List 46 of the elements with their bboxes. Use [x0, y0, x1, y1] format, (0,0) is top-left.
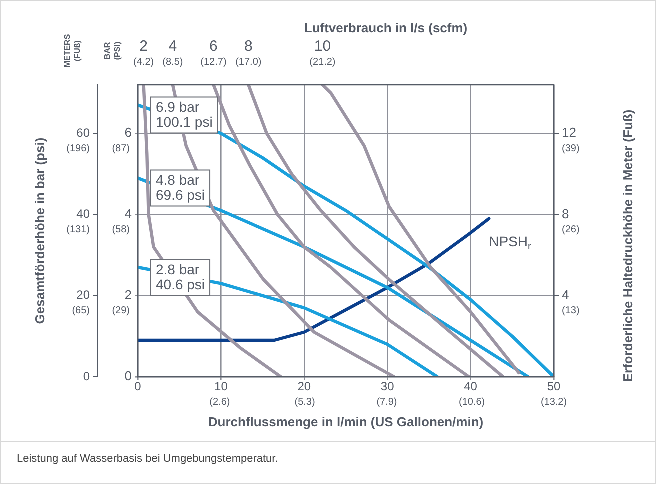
y-tick-label: 4 [124, 206, 132, 222]
y2-tick-label: 4 [562, 287, 570, 302]
text: (13) [562, 306, 580, 317]
x-tick-label: 30 [380, 380, 395, 394]
text: (87) [112, 143, 130, 154]
y3-tick-label: 20 [76, 288, 90, 302]
x-tick-label: 40 [464, 380, 478, 394]
x-axis-title: Durchflussmenge in l/min (US Gallonen/min) [208, 414, 484, 430]
x-tick-label: 50 [547, 380, 561, 394]
y3-tick-label: 60 [76, 126, 90, 140]
series-label: 4.8 bar 69.6 psi [156, 172, 206, 204]
text: (29) [112, 306, 130, 317]
series-label: 8 (17.0) [236, 38, 262, 68]
y-tick-label: 6 [124, 125, 132, 140]
x2-tick-label: (13.2) [540, 396, 568, 408]
y2-tick-label: 12 [562, 125, 576, 140]
text: (196) [66, 143, 90, 154]
x-tick-label: 10 [214, 380, 228, 394]
x-tick-label: 0 [134, 380, 142, 394]
text: (39) [562, 143, 580, 154]
series-label: 10 (21.2) [310, 38, 336, 68]
x2-tick-label: (10.6) [459, 396, 486, 408]
x-tick-label: 20 [298, 380, 312, 394]
series-label: 4 (8.5) [162, 38, 184, 68]
x2-tick-label: (2.6) [210, 396, 230, 408]
y-axis-title: Gesamtförderhöhe in bar (psi) [32, 138, 48, 324]
series-label: 2 (4.2) [134, 38, 154, 68]
text: (131) [66, 224, 90, 236]
y-tick-label: 2 [124, 287, 132, 302]
x2-tick-label: (5.3) [294, 396, 316, 408]
chart-title: Luftverbrauch in l/s (scfm) [304, 20, 468, 36]
text: METERS (FUß) [63, 34, 82, 68]
series-label: 2.8 bar 40.6 psi [156, 261, 206, 292]
text: BAR (PSI) [103, 42, 122, 60]
text: (65) [72, 306, 90, 317]
y3-tick-label: 0 [83, 369, 90, 384]
y2-axis-title: Erforderliche Haltedruckhöhe in Meter (Fuß) [620, 110, 636, 382]
series-label: 6 (12.7) [200, 38, 227, 68]
text: (26) [562, 224, 580, 236]
text: Leistung auf Wasserbasis bei Umgebungstemperatur. [1, 441, 655, 465]
series-label: 6.9 bar 100.1 psi [156, 99, 213, 130]
x2-tick-label: (7.9) [376, 396, 398, 408]
y-tick-label: 0 [124, 368, 132, 384]
y3-tick-label: 40 [76, 207, 90, 222]
y2-tick-label: 8 [562, 206, 570, 222]
text: (58) [112, 224, 130, 236]
